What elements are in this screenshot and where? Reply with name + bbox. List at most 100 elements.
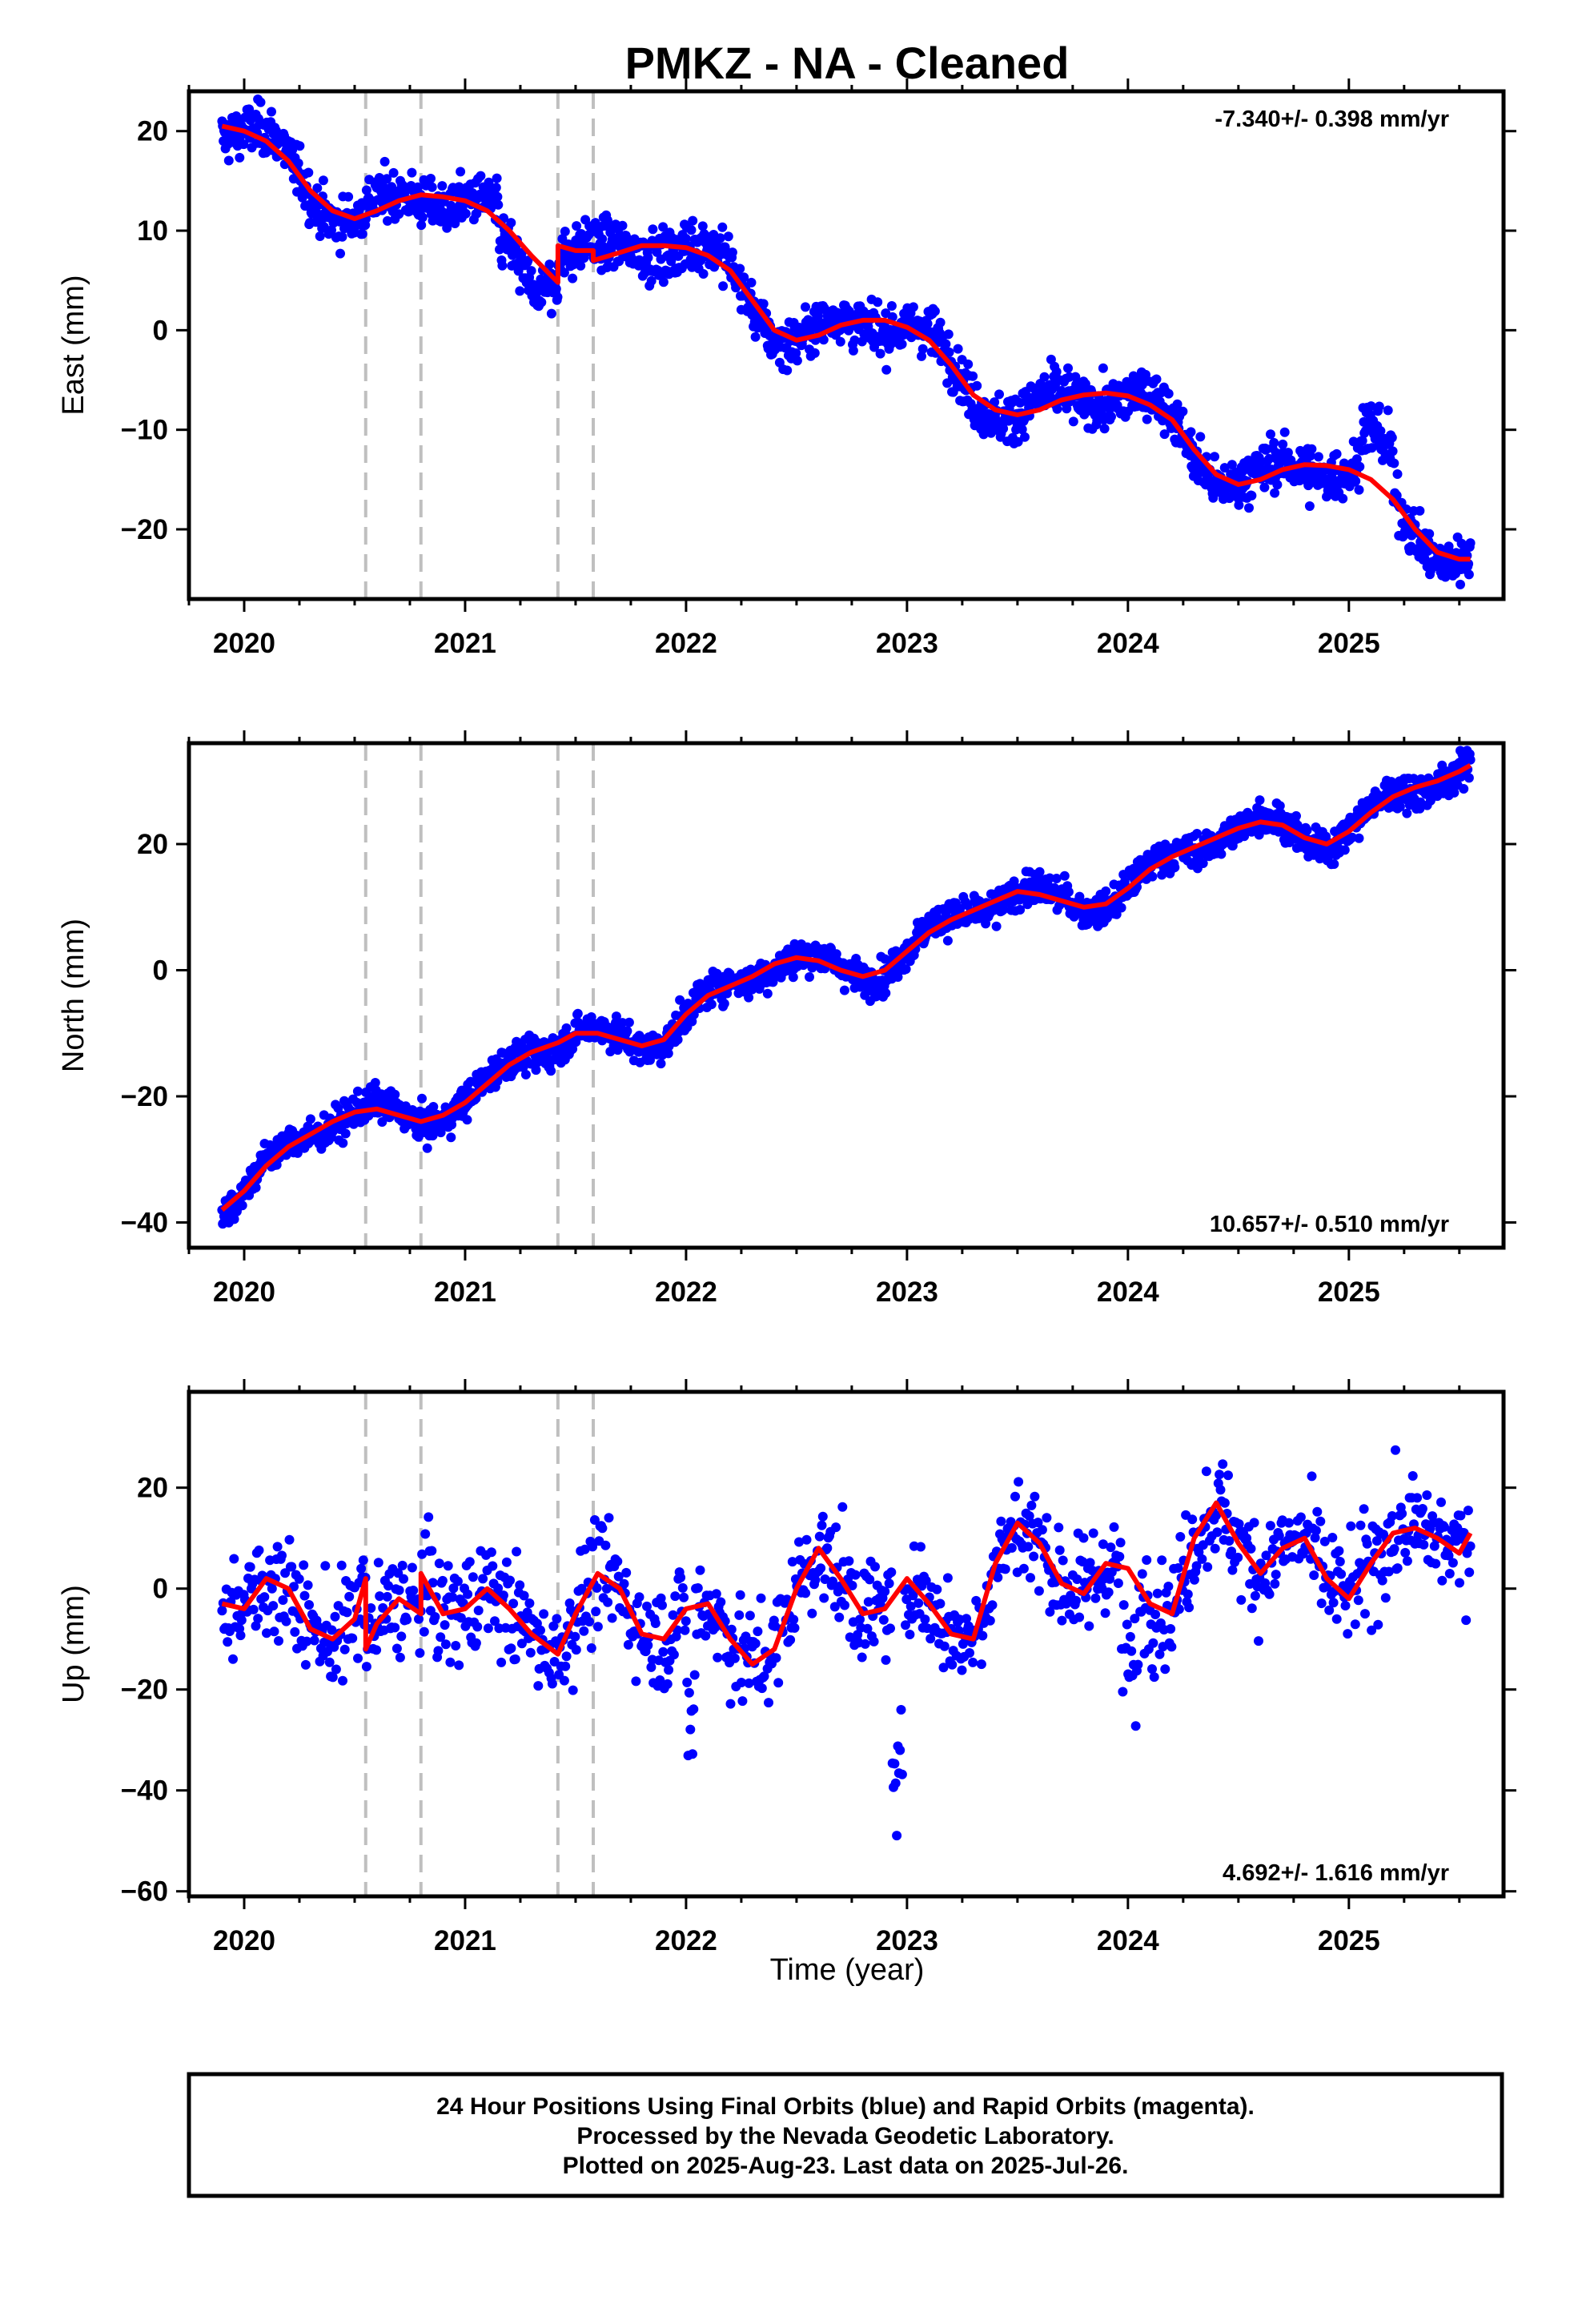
up-data-point <box>1187 1514 1198 1525</box>
east-data-point <box>255 97 266 107</box>
north-data-point <box>446 1132 456 1143</box>
up-data-point <box>1150 1610 1161 1619</box>
east-data-point <box>1387 432 1397 443</box>
up-data-point <box>463 1589 473 1599</box>
up-data-point <box>456 1613 466 1623</box>
up-data-point <box>1137 1569 1147 1579</box>
up-data-point <box>1270 1578 1280 1589</box>
up-data-point <box>680 1625 690 1635</box>
up-data-point <box>658 1647 669 1657</box>
up-data-point <box>505 1575 515 1586</box>
up-data-point <box>336 1560 347 1570</box>
up-data-point <box>1439 1522 1449 1532</box>
north-data-point <box>338 1138 348 1148</box>
east-data-point <box>1456 579 1465 589</box>
up-data-point <box>679 1592 689 1602</box>
up-data-point <box>656 1593 666 1603</box>
east-data-point <box>337 231 347 242</box>
east-data-point <box>484 177 494 187</box>
up-data-point <box>394 1585 404 1595</box>
north-data-point <box>1395 802 1405 812</box>
up-data-point <box>1126 1646 1137 1656</box>
north-y-tick-label: −20 <box>121 1081 168 1112</box>
up-data-point <box>1037 1525 1047 1535</box>
east-data-point <box>1374 401 1384 412</box>
up-data-point <box>750 1638 761 1649</box>
up-data-point <box>524 1598 535 1608</box>
east-data-point <box>303 167 314 178</box>
east-data-point <box>495 244 504 255</box>
north-data-point <box>1059 870 1070 881</box>
up-data-point <box>327 1625 337 1635</box>
up-data-point <box>689 1704 699 1715</box>
up-data-point <box>677 1582 688 1593</box>
up-data-point <box>420 1529 431 1539</box>
up-data-point <box>525 1647 536 1658</box>
up-data-point <box>1215 1485 1226 1495</box>
east-data-point <box>1068 416 1078 427</box>
up-data-point <box>464 1557 475 1567</box>
up-data-point <box>847 1580 857 1590</box>
up-data-point <box>223 1637 233 1647</box>
up-data-point <box>320 1561 331 1571</box>
up-data-point <box>424 1512 434 1522</box>
up-data-point <box>1085 1558 1095 1568</box>
east-data-point <box>454 182 464 192</box>
up-data-point <box>938 1663 949 1673</box>
north-data-point <box>340 1128 351 1139</box>
up-data-point <box>1254 1636 1263 1647</box>
east-data-point <box>412 182 423 192</box>
up-data-point <box>281 1616 291 1626</box>
east-data-point <box>1151 374 1162 384</box>
up-data-point <box>816 1563 826 1574</box>
east-data-point <box>235 152 245 163</box>
up-data-point <box>737 1696 748 1707</box>
east-data-point <box>1259 482 1270 493</box>
north-data-point <box>645 1055 655 1065</box>
up-data-point <box>753 1626 763 1637</box>
up-data-point <box>1346 1521 1356 1531</box>
up-data-point <box>1148 1638 1158 1648</box>
east-data-point <box>1178 406 1188 416</box>
east-data-point <box>746 277 757 287</box>
up-data-point <box>828 1576 837 1586</box>
east-data-point <box>1186 427 1196 437</box>
east-data-point <box>1063 363 1073 373</box>
east-data-point <box>801 302 810 312</box>
north-data-point <box>762 988 773 999</box>
east-data-point <box>1313 452 1323 462</box>
east-data-point <box>1195 432 1206 442</box>
east-data-point <box>1304 501 1315 511</box>
up-data-point <box>1311 1526 1321 1536</box>
east-data-point <box>1338 493 1348 504</box>
up-data-point <box>1034 1586 1044 1596</box>
up-data-point <box>688 1749 697 1759</box>
east-data-point <box>382 174 392 184</box>
up-data-point <box>1371 1536 1382 1546</box>
up-data-point <box>1054 1522 1064 1533</box>
east-y-axis-label: East (mm) <box>57 275 90 415</box>
up-data-point <box>1419 1539 1429 1550</box>
up-data-point <box>501 1557 512 1567</box>
up-data-point <box>908 1590 918 1601</box>
up-data-point <box>559 1675 569 1686</box>
east-data-point <box>476 171 486 181</box>
up-data-point <box>857 1652 867 1663</box>
up-data-point <box>1255 1558 1266 1569</box>
east-data-point <box>492 191 503 202</box>
north-data-point <box>352 1086 363 1096</box>
up-data-points <box>217 1445 1476 1841</box>
east-data-point <box>1387 446 1398 456</box>
up-data-point <box>965 1648 974 1658</box>
up-data-point <box>1312 1506 1323 1517</box>
up-data-point <box>1316 1598 1327 1609</box>
up-data-point <box>1224 1536 1235 1546</box>
up-data-point <box>1006 1542 1017 1553</box>
up-data-point <box>621 1567 632 1578</box>
east-data-point <box>357 229 367 239</box>
east-data-point <box>1270 488 1280 498</box>
up-data-point <box>1130 1721 1141 1731</box>
east-data-point <box>361 185 371 195</box>
east-data-point <box>437 181 448 191</box>
